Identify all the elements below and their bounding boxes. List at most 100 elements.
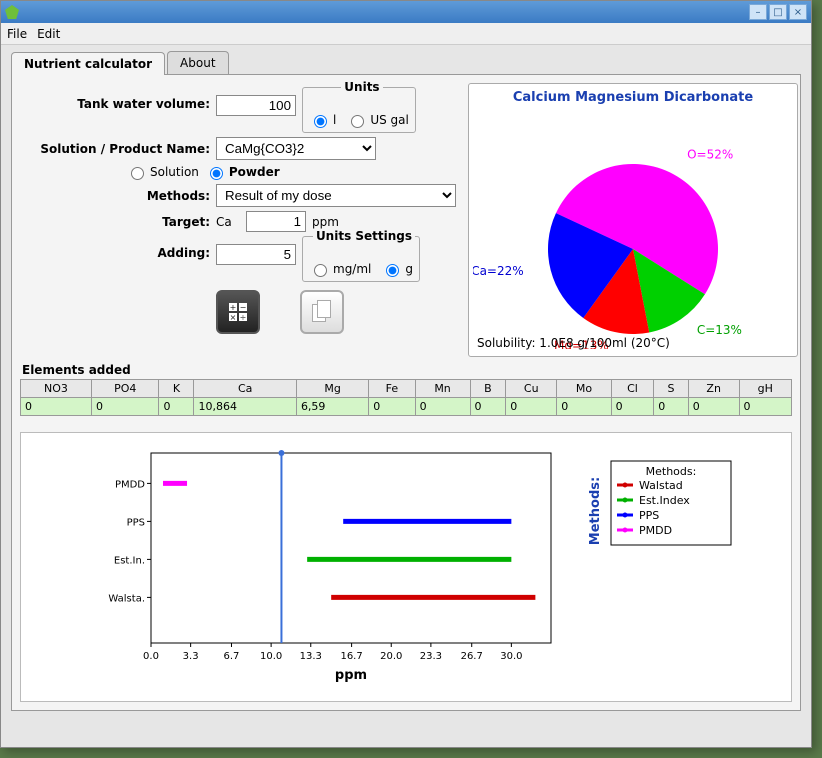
tab-about[interactable]: About <box>167 51 228 74</box>
elements-header-cell: PO4 <box>91 380 159 398</box>
svg-text:3.3: 3.3 <box>183 651 199 662</box>
svg-text:PMDD: PMDD <box>115 479 145 490</box>
svg-text:PPS: PPS <box>127 517 145 528</box>
elements-value-cell: 0 <box>470 398 506 416</box>
svg-text:Est.Index: Est.Index <box>639 494 690 507</box>
elements-header-cell: Fe <box>369 380 415 398</box>
elements-value-cell: 0 <box>688 398 739 416</box>
svg-text:26.7: 26.7 <box>461 651 483 662</box>
range-xlabel: ppm <box>335 668 367 683</box>
pie-slice-label: C=13% <box>697 323 742 337</box>
svg-text:Methods:: Methods: <box>588 477 603 545</box>
elements-value-cell: 0 <box>557 398 611 416</box>
svg-text:6.7: 6.7 <box>224 651 240 662</box>
elements-header-cell: Mn <box>415 380 470 398</box>
svg-text:10.0: 10.0 <box>260 651 282 662</box>
tab-panel: Tank water volume: Units l US gal Soluti… <box>11 75 801 711</box>
svg-text:Methods:: Methods: <box>646 465 697 478</box>
pie-chart: O=52%C=13%Mg=13%Ca=22% <box>473 109 793 349</box>
copy-button[interactable] <box>300 290 344 334</box>
units-settings-title: Units Settings <box>313 229 415 243</box>
elements-header-cell: Ca <box>194 380 296 398</box>
minimize-button[interactable]: – <box>749 4 767 20</box>
units-usgal-radio[interactable]: US gal <box>346 112 409 128</box>
units-settings-group: Units Settings mg/ml g <box>302 236 420 282</box>
elements-value-cell: 0 <box>21 398 92 416</box>
elements-header-cell: S <box>654 380 689 398</box>
tank-volume-input[interactable] <box>216 95 296 116</box>
svg-text:23.3: 23.3 <box>420 651 442 662</box>
methods-label: Methods: <box>20 189 210 203</box>
menu-edit[interactable]: Edit <box>37 27 60 41</box>
elements-value-cell: 6,59 <box>296 398 368 416</box>
pie-slice-label: O=52% <box>687 148 733 162</box>
svg-text:20.0: 20.0 <box>380 651 402 662</box>
target-unit: ppm <box>312 215 339 229</box>
target-value-input[interactable] <box>246 211 306 232</box>
elements-header-cell: Cl <box>611 380 654 398</box>
units-l-radio[interactable]: l <box>309 112 336 128</box>
elements-header-cell: Mo <box>557 380 611 398</box>
elements-header-cell: B <box>470 380 506 398</box>
solubility-text: Solubility: 1.0E8 g/100ml (20°C) <box>477 336 670 350</box>
adding-input[interactable] <box>216 244 296 265</box>
units-group: Units l US gal <box>302 87 416 133</box>
svg-text:16.7: 16.7 <box>340 651 362 662</box>
svg-text:30.0: 30.0 <box>500 651 522 662</box>
svg-text:PPS: PPS <box>639 509 659 522</box>
menubar: File Edit <box>1 23 811 45</box>
close-button[interactable]: × <box>789 4 807 20</box>
svg-text:0.0: 0.0 <box>143 651 159 662</box>
tab-nutrient-calculator[interactable]: Nutrient calculator <box>11 52 165 75</box>
calculator-icon: + − × ÷ <box>229 303 247 321</box>
target-element: Ca <box>216 215 240 229</box>
type-powder-radio[interactable]: Powder <box>205 164 280 180</box>
elements-header-cell: Cu <box>506 380 557 398</box>
elements-section-label: Elements added <box>22 363 792 377</box>
solution-name-select[interactable]: CaMg{CO3}2 <box>216 137 376 160</box>
tab-bar: Nutrient calculator About <box>11 51 801 75</box>
app-window: – □ × File Edit Nutrient calculator Abou… <box>0 0 812 748</box>
target-label: Target: <box>20 215 210 229</box>
calculate-button[interactable]: + − × ÷ <box>216 290 260 334</box>
range-chart-panel: 0.0 3.3 6.7 10.0 13.3 16.7 20.0 23.3 26.7 30.0 ppm… <box>20 432 792 702</box>
elements-header-cell: Zn <box>688 380 739 398</box>
elements-value-cell: 0 <box>506 398 557 416</box>
svg-text:PMDD: PMDD <box>639 524 672 537</box>
pie-slice-label: Ca=22% <box>473 264 524 278</box>
elements-header-cell: NO3 <box>21 380 92 398</box>
elements-value-cell: 0 <box>611 398 654 416</box>
menu-file[interactable]: File <box>7 27 27 41</box>
methods-select[interactable]: Result of my dose <box>216 184 456 207</box>
elements-value-row: 00010,8646,59000000000 <box>21 398 792 416</box>
elements-header-cell: gH <box>739 380 791 398</box>
units-mgml-radio[interactable]: mg/ml <box>309 261 371 277</box>
svg-text:Walsta.: Walsta. <box>108 593 145 604</box>
tank-volume-label: Tank water volume: <box>20 87 210 111</box>
elements-value-cell: 0 <box>91 398 159 416</box>
svg-text:13.3: 13.3 <box>300 651 322 662</box>
elements-value-cell: 0 <box>159 398 194 416</box>
type-solution-radio[interactable]: Solution <box>126 164 199 180</box>
range-chart: 0.0 3.3 6.7 10.0 13.3 16.7 20.0 23.3 26.7 30.0 ppm… <box>31 443 791 693</box>
copy-icon <box>312 300 332 324</box>
units-group-title: Units <box>341 80 382 94</box>
elements-value-cell: 0 <box>739 398 791 416</box>
pie-chart-panel: Calcium Magnesium Dicarbonate O=52% C=13%… <box>468 83 798 357</box>
elements-header-cell: K <box>159 380 194 398</box>
solution-name-label: Solution / Product Name: <box>20 142 210 156</box>
elements-header-row: NO3PO4KCaMgFeMnBCuMoClSZngH <box>21 380 792 398</box>
titlebar: – □ × <box>1 1 811 23</box>
units-g-radio[interactable]: g <box>381 261 413 277</box>
elements-header-cell: Mg <box>296 380 368 398</box>
maximize-button[interactable]: □ <box>769 4 787 20</box>
elements-value-cell: 10,864 <box>194 398 296 416</box>
elements-value-cell: 0 <box>654 398 689 416</box>
svg-text:Est.In.: Est.In. <box>114 555 145 566</box>
svg-text:Walstad: Walstad <box>639 479 683 492</box>
adding-label: Adding: <box>20 236 210 260</box>
elements-value-cell: 0 <box>369 398 415 416</box>
app-icon <box>5 5 19 19</box>
pie-chart-title: Calcium Magnesium Dicarbonate <box>473 90 793 105</box>
elements-table: NO3PO4KCaMgFeMnBCuMoClSZngH 00010,8646,5… <box>20 379 792 416</box>
